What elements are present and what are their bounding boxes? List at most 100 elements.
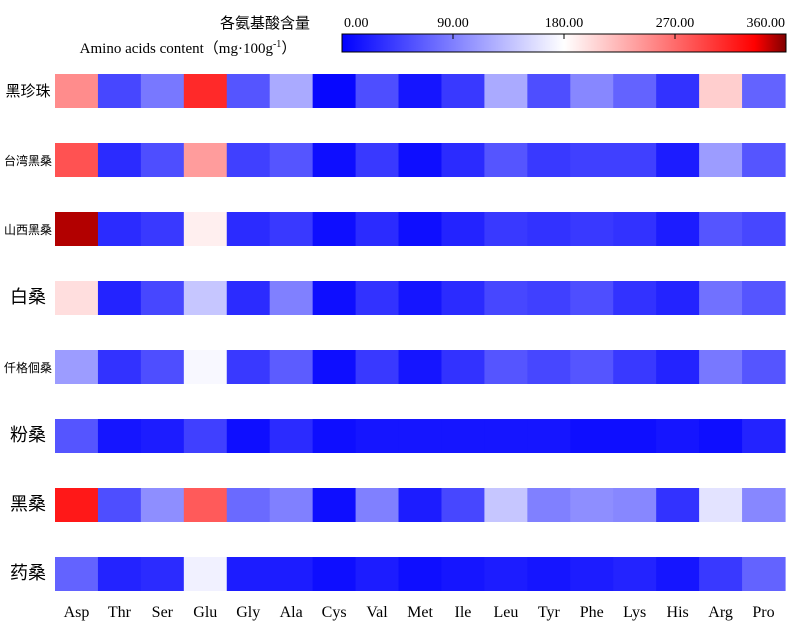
heatmap-cell: [97, 143, 142, 177]
column-label: His: [667, 604, 689, 621]
column-label: Phe: [580, 604, 604, 621]
row-label: 台湾黑桑: [4, 153, 52, 168]
heatmap-cell: [312, 212, 357, 246]
column-label: Ala: [280, 604, 303, 621]
colorbar-tick-label: 90.00: [437, 16, 469, 31]
heatmap-cell: [269, 557, 314, 591]
heatmap-cell: [484, 212, 528, 246]
heatmap-cell: [441, 488, 486, 522]
heatmap-cell: [183, 488, 228, 522]
heatmap-cell: [312, 350, 357, 384]
column-label: Asp: [64, 604, 90, 621]
heatmap-cell: [312, 557, 357, 591]
heatmap-cell: [656, 419, 700, 453]
heatmap-cell: [312, 488, 357, 522]
heatmap-cell: [226, 74, 271, 108]
heatmap-cell: [570, 350, 614, 384]
heatmap-cell: [699, 488, 743, 522]
heatmap-cell: [55, 350, 99, 384]
heatmap-cell: [398, 557, 443, 591]
heatmap-cell: [398, 281, 443, 315]
heatmap-cell: [55, 281, 99, 315]
heatmap-cell: [570, 74, 614, 108]
heatmap-cell: [183, 74, 228, 108]
heatmap-cell: [656, 74, 700, 108]
heatmap-cell: [97, 350, 142, 384]
heatmap-cell: [226, 143, 271, 177]
heatmap-cell: [355, 74, 400, 108]
heatmap-cell: [55, 557, 99, 591]
row-label: 黑桑: [10, 494, 46, 515]
heatmap-cell: [742, 74, 786, 108]
heatmap-cell: [484, 419, 528, 453]
heatmap-cell: [269, 350, 314, 384]
heatmap-cell: [140, 488, 185, 522]
heatmap-cells: [55, 74, 786, 591]
heatmap-cell: [527, 350, 571, 384]
heatmap-cell: [398, 488, 443, 522]
heatmap-cell: [699, 557, 743, 591]
heatmap-cell: [97, 557, 142, 591]
heatmap-cell: [484, 557, 528, 591]
heatmap-cell: [570, 212, 614, 246]
column-label: Pro: [752, 604, 774, 621]
column-label: Thr: [108, 604, 132, 621]
row-label: 白桑: [10, 287, 46, 308]
heatmap-cell: [656, 143, 700, 177]
heatmap-cell: [527, 212, 571, 246]
heatmap-cell: [441, 557, 486, 591]
heatmap-cell: [613, 74, 657, 108]
heatmap-cell: [570, 557, 614, 591]
heatmap-cell: [140, 74, 185, 108]
colorbar-tick-label: 180.00: [545, 16, 584, 31]
heatmap-cell: [441, 281, 486, 315]
heatmap-cell: [742, 350, 786, 384]
heatmap-cell: [699, 74, 743, 108]
heatmap-cell: [742, 212, 786, 246]
heatmap-cell: [441, 212, 486, 246]
row-label: 黑珍珠: [5, 82, 50, 100]
row-label: 药桑: [10, 563, 46, 584]
heatmap-cell: [613, 419, 657, 453]
heatmap-cell: [140, 143, 185, 177]
heatmap-cell: [226, 350, 271, 384]
heatmap-cell: [527, 557, 571, 591]
heatmap-cell: [527, 419, 571, 453]
colorbar-title: 各氨基酸含量: [220, 14, 310, 32]
heatmap-cell: [140, 557, 185, 591]
heatmap-cell: [699, 419, 743, 453]
heatmap-cell: [398, 74, 443, 108]
heatmap-cell: [527, 488, 571, 522]
heatmap-cell: [140, 350, 185, 384]
heatmap-cell: [269, 143, 314, 177]
heatmap-cell: [613, 212, 657, 246]
column-label: Met: [407, 604, 433, 621]
column-labels: Asp Thr Ser Glu Gly Ala Cys Val Met Ile Leu Tyr Phe L…: [64, 604, 775, 621]
column-label: Val: [366, 604, 388, 621]
heatmap-cell: [441, 419, 486, 453]
heatmap-cell: [140, 419, 185, 453]
heatmap-cell: [55, 212, 99, 246]
heatmap-cell: [527, 281, 571, 315]
column-label: Gly: [236, 604, 260, 621]
heatmap-cell: [742, 419, 786, 453]
heatmap-cell: [355, 281, 400, 315]
heatmap-cell: [312, 74, 357, 108]
column-label: Glu: [193, 604, 217, 621]
heatmap-cell: [613, 143, 657, 177]
heatmap-cell: [484, 143, 528, 177]
heatmap-cell: [742, 143, 786, 177]
row-label: 仟格佪桑: [4, 360, 52, 375]
heatmap-cell: [55, 74, 99, 108]
heatmap-cell: [355, 557, 400, 591]
heatmap-cell: [226, 488, 271, 522]
heatmap-cell: [613, 350, 657, 384]
heatmap-cell: [570, 143, 614, 177]
colorbar-tick-label: 360.00: [747, 16, 786, 31]
heatmap-cell: [355, 419, 400, 453]
column-label: Leu: [493, 604, 518, 621]
row-label: 山西黑桑: [4, 223, 52, 237]
heatmap-cell: [226, 212, 271, 246]
heatmap-cell: [570, 419, 614, 453]
heatmap-cell: [183, 212, 228, 246]
